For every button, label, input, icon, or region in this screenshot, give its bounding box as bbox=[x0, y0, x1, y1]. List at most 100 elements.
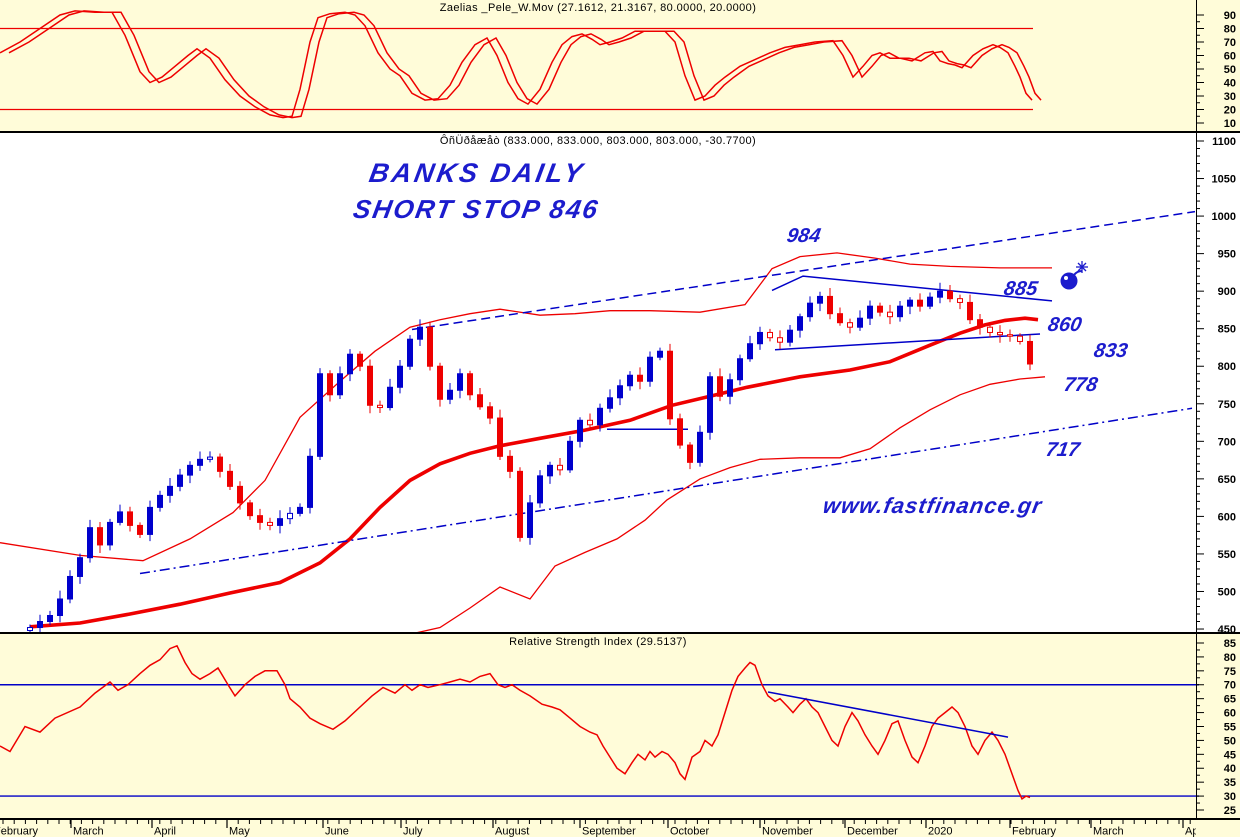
candle-body bbox=[637, 374, 643, 382]
trendline-dashed bbox=[411, 210, 1196, 331]
candle-body bbox=[867, 305, 873, 319]
bomb-icon bbox=[1060, 261, 1088, 290]
month-label: August bbox=[495, 826, 529, 837]
month-label: February bbox=[1012, 826, 1057, 837]
annotation-text: 833 bbox=[1092, 340, 1129, 362]
month-label: October bbox=[670, 826, 709, 837]
candle-body bbox=[397, 365, 403, 388]
candle-body bbox=[917, 299, 923, 307]
candle-body bbox=[807, 302, 813, 318]
candle-body bbox=[457, 373, 463, 391]
axis-label: 550 bbox=[1218, 549, 1236, 561]
axis-label: 55 bbox=[1224, 721, 1236, 733]
candle-body bbox=[377, 404, 383, 409]
candle-body bbox=[27, 627, 33, 632]
candle-body bbox=[347, 353, 353, 375]
upper-band-line bbox=[0, 252, 1052, 562]
annotation-text: 778 bbox=[1062, 374, 1100, 396]
rsi-title: Relative Strength Index (29.5137) bbox=[509, 636, 687, 648]
panel-divider bbox=[0, 818, 1240, 820]
axis-label: 50 bbox=[1224, 735, 1236, 747]
axis-label: 75 bbox=[1224, 666, 1236, 678]
axis-label: 60 bbox=[1224, 708, 1236, 720]
candle-body bbox=[77, 557, 83, 577]
candle-body bbox=[227, 470, 233, 487]
month-label: March bbox=[1093, 826, 1124, 837]
candle-body bbox=[567, 440, 573, 471]
axis-label: 35 bbox=[1224, 777, 1236, 789]
candle-body bbox=[167, 485, 173, 496]
month-label: September bbox=[582, 826, 636, 837]
candle-body bbox=[287, 512, 293, 520]
axis-label: 65 bbox=[1224, 694, 1236, 706]
candle-body bbox=[417, 326, 423, 340]
axis-label: 70 bbox=[1224, 37, 1236, 49]
candle-body bbox=[757, 331, 763, 345]
candle-body bbox=[537, 475, 543, 504]
osc-signal-line bbox=[8, 10, 1042, 119]
candle-body bbox=[317, 373, 323, 457]
trendline-dashdot bbox=[139, 407, 1193, 575]
price-title: ÔñÜðåæåò (833.000, 833.000, 803.000, 803… bbox=[439, 135, 757, 147]
panel-divider bbox=[0, 632, 1240, 634]
month-label: April bbox=[1185, 826, 1196, 837]
axis-label: 45 bbox=[1224, 749, 1236, 761]
candle-body bbox=[187, 464, 193, 476]
candle-body bbox=[957, 298, 963, 303]
candle-body bbox=[717, 376, 723, 397]
candle-body bbox=[427, 326, 433, 367]
candle-body bbox=[127, 511, 133, 526]
panel-divider bbox=[0, 131, 1240, 133]
candle-body bbox=[247, 502, 253, 517]
month-label: July bbox=[403, 826, 423, 837]
axis-label: 1000 bbox=[1212, 211, 1236, 223]
candle-body bbox=[67, 575, 73, 600]
candle-body bbox=[327, 373, 333, 396]
candle-body bbox=[177, 474, 183, 487]
candle-body bbox=[787, 329, 793, 343]
candle-body bbox=[777, 337, 783, 343]
axis-label: 40 bbox=[1224, 763, 1236, 775]
candle-body bbox=[37, 621, 43, 629]
candle-body bbox=[887, 311, 893, 318]
candle-body bbox=[267, 521, 273, 526]
candle-body bbox=[337, 373, 343, 396]
candle-body bbox=[677, 418, 683, 446]
annotation-text: BANKS DAILY bbox=[367, 157, 588, 188]
candle-body bbox=[277, 518, 283, 526]
candle-body bbox=[727, 379, 733, 397]
candle-body bbox=[647, 356, 653, 382]
axis-label: 500 bbox=[1218, 586, 1236, 598]
month-label: April bbox=[154, 826, 176, 837]
candle-body bbox=[407, 338, 413, 367]
candle-body bbox=[197, 458, 203, 466]
month-label: November bbox=[762, 826, 813, 837]
candle-body bbox=[107, 521, 113, 546]
axis-label: 10 bbox=[1224, 118, 1236, 130]
axis-label: 900 bbox=[1218, 286, 1236, 298]
candle-body bbox=[97, 527, 103, 546]
candle-body bbox=[437, 365, 443, 400]
axis-label: 85 bbox=[1224, 638, 1236, 650]
candle-body bbox=[597, 407, 603, 426]
candle-body bbox=[767, 331, 773, 339]
axis-label: 80 bbox=[1224, 652, 1236, 664]
annotation-text: 885 bbox=[1002, 278, 1040, 300]
candle-body bbox=[237, 485, 243, 504]
candle-body bbox=[657, 350, 663, 358]
axis-label: 1050 bbox=[1212, 174, 1236, 186]
candle-body bbox=[817, 295, 823, 304]
candle-body bbox=[847, 322, 853, 328]
annotation-text: SHORT STOP 846 bbox=[351, 194, 602, 224]
candle-body bbox=[217, 456, 223, 472]
axis-label: 1100 bbox=[1212, 136, 1236, 148]
trendline-solid bbox=[774, 333, 1041, 351]
rsi-panel: 25 30 35 40 45 50 55 60 65 70 75 80 85 Relative Stre… bbox=[0, 634, 1240, 818]
price-plot[interactable]: BANKS DAILY SHORT STOP 846 984 885 860 833 778… bbox=[0, 133, 1240, 632]
axis-label: 30 bbox=[1224, 91, 1236, 103]
candle-body bbox=[367, 365, 373, 406]
axis-label: 80 bbox=[1224, 24, 1236, 36]
